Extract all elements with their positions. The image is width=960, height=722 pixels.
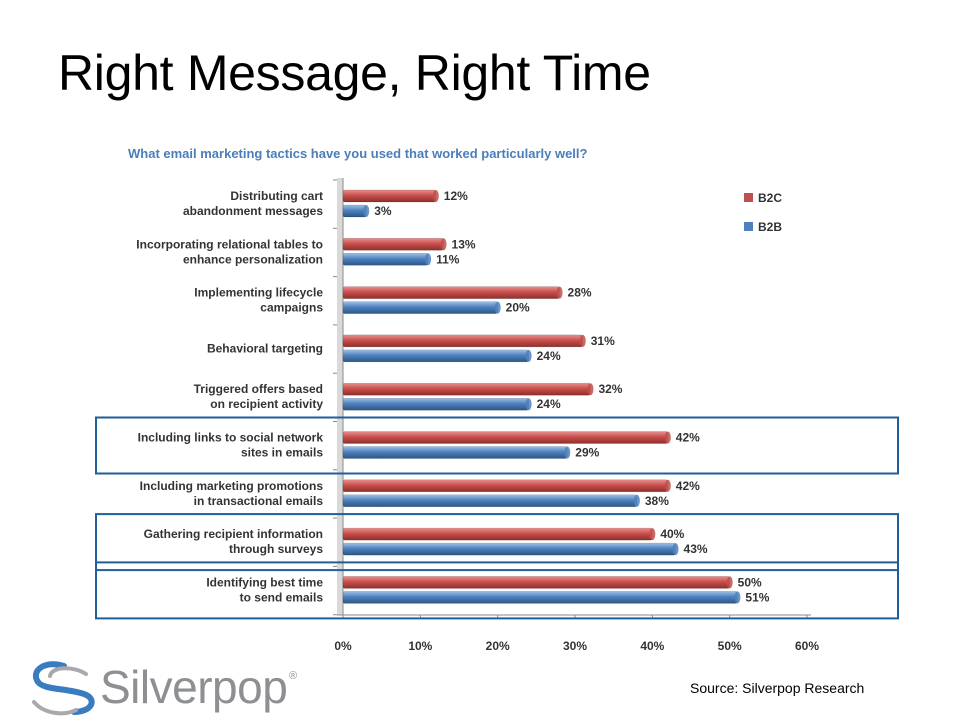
category-label: Triggered offers based on recipient activ… xyxy=(194,382,324,411)
category-label: Including links to social network sites i… xyxy=(138,431,324,460)
category-label: Behavioral targeting xyxy=(207,341,323,355)
data-label: 20% xyxy=(506,301,530,315)
bar-cap xyxy=(734,591,741,604)
bar-b2b xyxy=(342,542,676,556)
logo-registered-mark: ® xyxy=(289,670,298,682)
bar-cap xyxy=(425,253,432,266)
category-label: Incorporating relational tables to enhanc… xyxy=(136,237,323,266)
bar-cap xyxy=(556,286,563,299)
data-label: 28% xyxy=(568,286,592,300)
bar-b2c xyxy=(342,527,653,541)
bar-b2b xyxy=(342,349,529,363)
data-label: 42% xyxy=(676,431,700,445)
bar-b2c xyxy=(342,479,669,493)
x-tick-label: 40% xyxy=(640,639,664,653)
bar-b2c xyxy=(342,334,583,348)
bar-b2b xyxy=(342,591,738,604)
bar-b2b xyxy=(342,301,498,314)
bar-cap xyxy=(525,349,532,362)
category-label: Gathering recipient information through s… xyxy=(144,527,324,556)
bar-b2c xyxy=(342,189,437,203)
data-label: 11% xyxy=(436,252,460,266)
category-label: Distributing cart abandonment messages xyxy=(183,189,323,218)
bar-b2b xyxy=(342,446,568,459)
legend-swatch-b2b xyxy=(744,222,753,231)
highlight-box xyxy=(95,416,899,475)
bar-b2b xyxy=(342,204,367,218)
slide-title: Right Message, Right Time xyxy=(58,45,651,101)
data-label: 50% xyxy=(738,575,762,589)
x-tick-label: 50% xyxy=(718,639,742,653)
category-label: Including marketing promotions in transac… xyxy=(140,479,324,508)
silverpop-swoosh-icon xyxy=(32,661,95,716)
bar-cap xyxy=(726,576,733,589)
data-label: 3% xyxy=(374,204,392,218)
bar-cap xyxy=(664,431,671,444)
bar-cap xyxy=(649,528,656,541)
data-label: 29% xyxy=(575,446,599,460)
chart-bars xyxy=(342,189,741,604)
chart-labels: Distributing cart abandonment messages 12%… xyxy=(136,189,769,604)
data-label: 24% xyxy=(537,397,561,411)
bar-b2c xyxy=(342,576,730,589)
bar-b2c xyxy=(342,382,591,396)
logo-wordmark: Silverpop xyxy=(100,661,288,713)
source-note: Source: Silverpop Research xyxy=(690,680,865,696)
data-label: 12% xyxy=(444,189,468,203)
category-label: Identifying best time to send emails xyxy=(206,575,323,604)
bar-b2c xyxy=(342,431,669,444)
bar-cap xyxy=(587,383,594,396)
bar-cap xyxy=(633,494,640,507)
legend-label: B2C xyxy=(758,191,782,205)
highlight-box xyxy=(95,513,899,572)
bar-b2b xyxy=(342,397,529,411)
x-tick-label: 60% xyxy=(795,639,819,653)
highlight-box xyxy=(95,561,899,620)
data-label: 40% xyxy=(660,527,684,541)
data-label: 43% xyxy=(684,542,708,556)
legend-swatch-b2c xyxy=(744,193,753,202)
data-label: 42% xyxy=(676,479,700,493)
data-label: 51% xyxy=(745,590,769,604)
bar-cap xyxy=(494,301,501,314)
bar-b2b xyxy=(342,494,638,508)
bar-cap xyxy=(363,205,370,217)
legend-label: B2B xyxy=(758,220,782,234)
data-label: 24% xyxy=(537,349,561,363)
x-tick-label: 20% xyxy=(486,639,510,653)
bar-b2c xyxy=(342,286,560,299)
data-label: 32% xyxy=(598,382,622,396)
x-tick-label: 30% xyxy=(563,639,587,653)
chart-question: What email marketing tactics have you us… xyxy=(128,146,588,161)
bar-cap xyxy=(564,446,571,459)
bar-cap xyxy=(579,334,586,347)
bar-b2b xyxy=(342,253,429,266)
x-tick-label: 10% xyxy=(408,639,432,653)
x-tick-label: 0% xyxy=(334,639,352,653)
bar-b2c xyxy=(342,238,444,251)
category-label: Implementing lifecycle campaigns xyxy=(194,286,323,315)
chart-legend: B2C B2B xyxy=(744,191,782,234)
data-label: 13% xyxy=(452,237,476,251)
chart-axis: 0% 10% 20% 30% 40% 50% 60% xyxy=(333,178,819,653)
data-label: 31% xyxy=(591,334,615,348)
bar-cap xyxy=(440,238,447,251)
y-axis-wall xyxy=(337,178,343,615)
chart-highlights xyxy=(95,416,899,620)
data-label: 38% xyxy=(645,494,669,508)
bar-cap xyxy=(672,543,679,556)
bar-cap xyxy=(525,398,532,411)
bar-cap xyxy=(432,190,439,202)
bar-cap xyxy=(664,479,671,492)
